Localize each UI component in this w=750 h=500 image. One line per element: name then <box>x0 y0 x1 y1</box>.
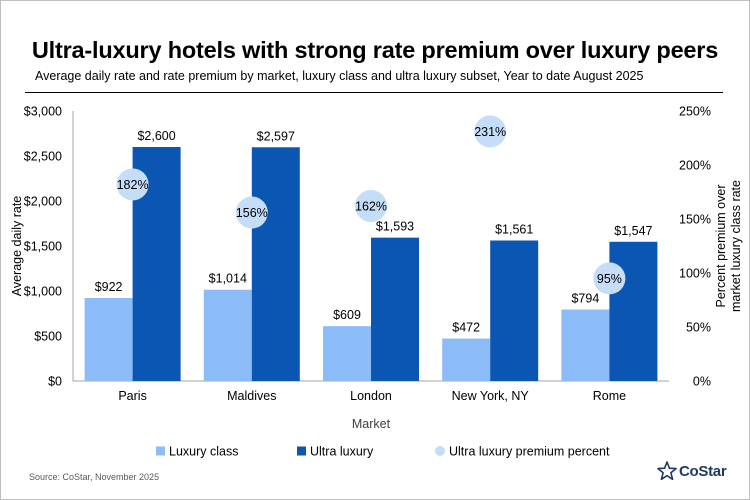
costar-star-icon <box>657 461 677 481</box>
y-tick-label: $1,000 <box>24 285 62 299</box>
bar-ultra-luxury <box>490 240 539 381</box>
y-tick-label: $2,500 <box>24 150 62 164</box>
premium-label: 182% <box>117 178 149 192</box>
legend-label-luxury: Luxury class <box>169 445 238 459</box>
y-tick-label: $1,500 <box>24 240 62 254</box>
bar-ultra-luxury <box>371 237 419 381</box>
x-tick-label: New York, NY <box>452 389 530 403</box>
y-tick-label: $500 <box>34 330 62 344</box>
premium-marker <box>355 190 387 223</box>
data-label-luxury: $609 <box>333 308 361 322</box>
bar-luxury-class <box>323 326 371 381</box>
y-tick-label: $3,000 <box>24 105 62 119</box>
bar-luxury-class <box>203 289 252 381</box>
y2-tick-label: 200% <box>679 159 711 173</box>
premium-label: 231% <box>474 125 506 139</box>
y-tick-label: $2,000 <box>24 195 62 209</box>
x-tick-label: Maldives <box>227 389 276 403</box>
premium-marker <box>116 168 149 201</box>
premium-marker <box>235 196 268 229</box>
chart-subtitle: Average daily rate and rate premium by m… <box>35 69 644 83</box>
y2-tick-label: 50% <box>686 321 711 335</box>
premium-label: 156% <box>236 206 268 220</box>
data-label-ultra: $2,600 <box>137 129 175 143</box>
y2-tick-label: 250% <box>679 105 711 119</box>
y2-axis-title-line: market luxury class rate <box>729 180 743 312</box>
data-label-luxury: $922 <box>95 280 123 294</box>
bar-luxury-class <box>442 338 491 381</box>
data-label-ultra: $1,561 <box>495 223 533 237</box>
data-label-luxury: $794 <box>571 292 599 306</box>
data-label-luxury: $1,014 <box>209 272 247 286</box>
legend-label-ultra: Ultra luxury <box>310 445 374 459</box>
premium-marker <box>474 115 507 148</box>
legend-swatch-ultra <box>297 446 306 456</box>
premium-marker <box>593 262 626 295</box>
x-tick-label: Paris <box>118 389 146 403</box>
legend-label-premium: Ultra luxury premium percent <box>449 445 610 459</box>
bar-ultra-luxury <box>609 241 658 381</box>
bar-ultra-luxury <box>251 147 300 381</box>
y-axis-title: Average daily rate <box>10 196 24 297</box>
data-label-ultra: $2,597 <box>257 129 295 143</box>
premium-label: 95% <box>597 272 622 286</box>
title-divider <box>25 92 723 93</box>
y2-tick-label: 0% <box>693 375 711 389</box>
costar-logo: CoStar <box>657 461 727 481</box>
legend-swatch-luxury <box>156 446 165 456</box>
premium-label: 162% <box>355 200 387 214</box>
y-tick-label: $0 <box>48 375 62 389</box>
y2-tick-label: 150% <box>679 213 711 227</box>
bar-luxury-class <box>84 298 133 381</box>
data-label-ultra: $1,547 <box>614 224 652 238</box>
source-note: Source: CoStar, November 2025 <box>29 472 160 482</box>
x-tick-label: Rome <box>593 389 626 403</box>
legend-swatch-premium <box>435 446 445 456</box>
data-label-ultra: $1,593 <box>376 220 414 234</box>
x-tick-label: London <box>350 389 392 403</box>
y2-tick-label: 100% <box>679 267 711 281</box>
x-axis-title: Market <box>352 417 391 431</box>
chart-title: Ultra-luxury hotels with strong rate pre… <box>31 37 719 63</box>
data-label-luxury: $472 <box>452 321 480 335</box>
bar-luxury-class <box>561 309 610 381</box>
costar-logo-text: CoStar <box>679 462 727 480</box>
y2-axis-title-line: Percent premium over <box>714 185 728 308</box>
